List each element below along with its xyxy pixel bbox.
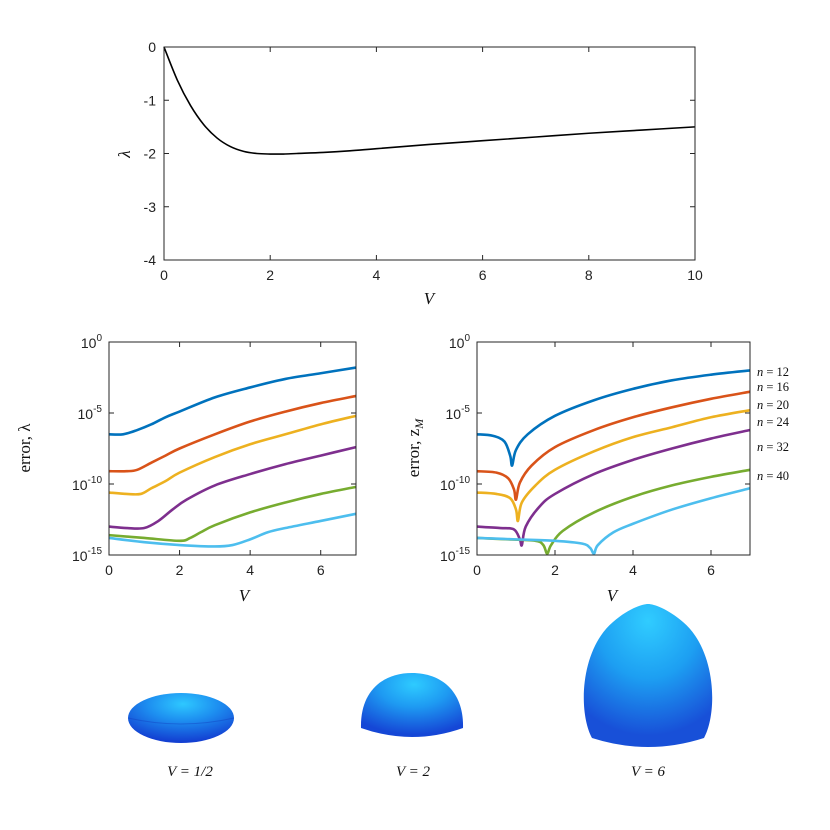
- error-zm-series-1: [476, 369, 751, 467]
- top-y-tick-label: 0: [148, 39, 156, 55]
- caption-v-6: V = 6: [631, 764, 666, 780]
- top-lambda-chart: 0 2 4 6 8 10 0 -1 -2 -3 -4 V λ: [115, 39, 703, 308]
- error-lambda-series-3: [108, 414, 357, 496]
- series-label-6: n = 40: [757, 469, 789, 483]
- error-zm-series-4: [476, 428, 751, 547]
- top-y-tick-label: -3: [144, 199, 157, 215]
- error-zm-x-tick-label: 6: [707, 562, 715, 578]
- error-zm-plot-frame: [476, 341, 751, 556]
- top-x-tick-label: 10: [687, 267, 703, 283]
- top-x-tick-label: 4: [373, 267, 381, 283]
- error-lambda-series-1: [108, 366, 357, 436]
- error-lambda-x-tick-label: 2: [176, 562, 184, 578]
- error-zm-y-axis-label: error, zM: [404, 418, 426, 477]
- series-label-3: n = 20: [757, 398, 789, 412]
- error-lambda-chart: 0 2 4 6 100 10-5 10-10 10-15 V error, λ: [15, 333, 357, 605]
- error-zm-x-tick-label: 2: [551, 562, 559, 578]
- top-y-tick-label: -1: [144, 92, 157, 108]
- error-lambda-series-4: [108, 445, 357, 530]
- error-lambda-x-axis-label: V: [239, 586, 252, 605]
- error-lambda-y-tick-label: 10-10: [72, 475, 102, 493]
- drop-large: [583, 604, 713, 747]
- error-zm-series-2: [476, 390, 751, 501]
- error-lambda-plot-frame: [108, 341, 357, 556]
- error-zm-series-6: [476, 487, 751, 555]
- error-lambda-x-tick-label: 4: [246, 562, 254, 578]
- top-x-axis-label: V: [424, 289, 437, 308]
- top-x-tick-label: 2: [266, 267, 274, 283]
- error-lambda-series-2: [108, 394, 357, 473]
- error-zm-x-axis-label: V: [607, 586, 620, 605]
- error-lambda-y-tick-label: 10-15: [72, 546, 102, 564]
- error-lambda-y-tick-label: 100: [81, 333, 103, 351]
- error-zm-y-axis-label-main: error, z: [404, 428, 423, 477]
- error-zm-series-5: [476, 468, 751, 555]
- error-zm-x-tick-label: 0: [473, 562, 481, 578]
- drop-small: [127, 693, 235, 743]
- error-zm-y-tick-label: 100: [449, 333, 471, 351]
- top-y-axis-label: λ: [115, 150, 134, 158]
- caption-v-2: V = 2: [396, 764, 431, 780]
- series-label-4: n = 24: [757, 415, 790, 429]
- error-zm-y-tick-label: 10-5: [446, 404, 471, 422]
- lambda-curve: [163, 46, 696, 155]
- error-lambda-series-6: [108, 512, 357, 548]
- series-label-2: n = 16: [757, 380, 789, 394]
- error-lambda-y-tick-label: 10-5: [78, 404, 103, 422]
- error-zm-chart: 0 2 4 6 100 10-5 10-10 10-15 V error, zM n = 12…: [404, 333, 790, 605]
- series-label-1: n = 12: [757, 365, 789, 379]
- top-x-tick-label: 0: [160, 267, 168, 283]
- top-x-tick-label: 6: [479, 267, 487, 283]
- error-zm-series-3: [476, 408, 751, 523]
- error-lambda-x-tick-label: 0: [105, 562, 113, 578]
- error-lambda-y-axis-label: error, λ: [15, 423, 34, 473]
- top-plot-frame: [163, 46, 696, 261]
- top-y-tick-label: -4: [144, 252, 157, 268]
- drop-illustrations: V = 1/2 V = 2 V = 6: [127, 604, 713, 780]
- error-zm-y-axis-label-sub: M: [412, 418, 426, 430]
- top-y-tick-label: -2: [144, 146, 157, 162]
- series-label-5: n = 32: [757, 440, 789, 454]
- top-x-tick-label: 8: [585, 267, 593, 283]
- error-lambda-x-tick-label: 6: [317, 562, 325, 578]
- error-lambda-series-5: [108, 485, 357, 543]
- caption-v-half: V = 1/2: [167, 764, 213, 780]
- error-zm-y-tick-label: 10-15: [440, 546, 470, 564]
- error-zm-x-tick-label: 4: [629, 562, 637, 578]
- drop-medium: [360, 673, 464, 737]
- error-zm-y-tick-label: 10-10: [440, 475, 470, 493]
